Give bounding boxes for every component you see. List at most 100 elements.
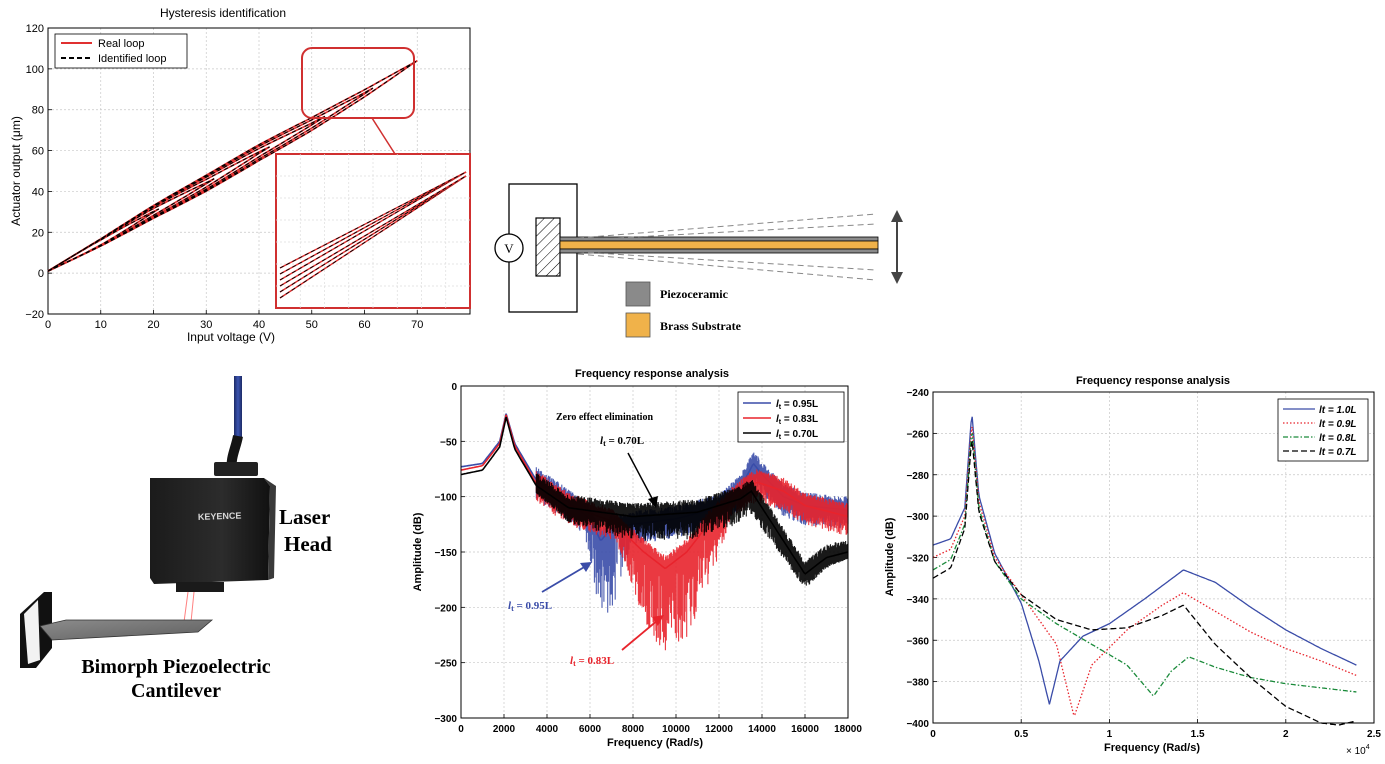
freq2-legend-10: lt = 1.0L — [1319, 405, 1357, 416]
freq2-xtick-label: 0.5 — [1014, 729, 1028, 740]
vibration-arrow-icon — [891, 210, 903, 284]
hyst-xtick-label: 60 — [358, 319, 370, 331]
hyst-ytick-label: 80 — [32, 105, 44, 117]
freq2-ytick-label: −320 — [906, 554, 929, 565]
freq1-ytick-label: −300 — [434, 714, 457, 725]
inset-identified-loop — [279, 175, 467, 293]
freq2-title: Frequency response analysis — [1076, 375, 1230, 387]
freq2-plot-frame — [932, 391, 1375, 724]
freq1-xtick-label: 6000 — [579, 724, 602, 735]
beam-brass — [559, 240, 879, 250]
hyst-xtick-label: 50 — [306, 319, 318, 331]
voltage-symbol: V — [504, 241, 514, 256]
freq1-ytick-label: −150 — [434, 548, 457, 559]
voltage-source-icon — [494, 233, 524, 263]
freq2-xlabel: Frequency (Rad/s) — [1104, 742, 1200, 754]
annotation-083-arrow — [621, 619, 659, 651]
legend-identified-loop: Identified loop — [98, 53, 167, 65]
inset-real-loop — [279, 171, 467, 269]
freq1-legend-095: lt = 0.95L — [776, 399, 818, 411]
freq2-ytick-label: −260 — [906, 429, 929, 440]
legend-brass-substrate: Brass Substrate — [660, 319, 742, 333]
freq2-series-line — [932, 433, 1357, 697]
freq2-series — [932, 416, 1357, 726]
freq1-xtick-label: 10000 — [662, 724, 690, 735]
freq1-plot-frame — [460, 385, 849, 719]
hyst-ytick-label: −20 — [25, 309, 44, 321]
freq-response-chart-2: Frequency response analysis 0 0.5 1 1.5 2 2.5… — [884, 375, 1381, 757]
cantilever-label-line2: Cantilever — [131, 680, 221, 702]
laser-label-line1: Laser — [279, 505, 330, 529]
freq2-series-line — [932, 416, 1357, 705]
freq2-xtick-label: 1.5 — [1191, 729, 1205, 740]
laser-beams — [183, 591, 195, 623]
hysteresis-series — [47, 59, 418, 272]
freq2-x-ticks: 0 0.5 1 1.5 2 2.5 — [930, 729, 1381, 740]
hyst-ytick-label: 120 — [26, 23, 44, 35]
freq1-ytick-label: −50 — [440, 437, 457, 448]
zoom-inset — [275, 153, 471, 309]
freq2-ytick-label: −280 — [906, 471, 929, 482]
beam-piezoceramic-bottom — [559, 248, 879, 254]
freq1-x-ticks: 0 2000 4000 6000 8000 10000 12000 14000 16000 180… — [458, 724, 862, 735]
hysteresis-title: Hysteresis identification — [160, 6, 286, 20]
freq2-y-ticks: −240 −260 −280 −300 −320 −340 −360 −380 −400 — [906, 388, 929, 730]
hyst-ytick-label: 40 — [32, 186, 44, 198]
legend-real-loop: Real loop — [98, 38, 144, 50]
hyst-xtick-label: 70 — [411, 319, 423, 331]
annotation-095: lt = 0.95L — [508, 600, 552, 613]
freq1-y-ticks: 0 −50 −100 −150 −200 −250 −300 — [434, 382, 457, 725]
legend-piezoceramic: Piezoceramic — [660, 287, 729, 301]
freq1-annotations: Zero effect elimination lt = 0.70L lt = … — [508, 412, 664, 668]
freq1-ytick-label: −200 — [434, 603, 457, 614]
hysteresis-y-ticks: −20 0 20 40 60 80 100 120 — [25, 23, 44, 321]
zoom-inset-loops — [279, 171, 467, 299]
freq2-xtick-label: 1 — [1107, 729, 1113, 740]
laser-cable-blue — [234, 376, 242, 440]
freq1-ytick-label: −100 — [434, 493, 457, 504]
freq2-ytick-label: −300 — [906, 512, 929, 523]
hysteresis-chart: Hysteresis identification 0 10 20 30 40 50 60 7… — [9, 6, 471, 344]
real-loop-line — [47, 177, 215, 272]
freq2-ytick-label: −380 — [906, 678, 929, 689]
freq2-xtick-label: 0 — [930, 729, 936, 740]
hyst-xtick-label: 20 — [147, 319, 159, 331]
laser-head-foot — [176, 582, 224, 592]
cantilever-schematic: V Piezoceramic Brass Substrate — [494, 183, 903, 338]
real-loop-line — [47, 208, 160, 272]
freq2-legend: lt = 1.0L lt = 0.9L lt = 0.8L lt = 0.7L — [1277, 398, 1369, 462]
hysteresis-ylabel: Actuator output (μm) — [9, 116, 23, 226]
freq2-series-line — [932, 441, 1357, 726]
hysteresis-legend: Real loop Identified loop — [54, 33, 188, 69]
cantilever-plate — [39, 619, 214, 641]
freq1-legend: lt = 0.95L lt = 0.83L lt = 0.70L — [737, 391, 845, 443]
inset-identified-loop — [279, 171, 467, 275]
hyst-ytick-label: 20 — [32, 227, 44, 239]
freq1-title: Frequency response analysis — [575, 368, 729, 380]
inset-identified-loop — [279, 171, 467, 281]
freq1-xtick-label: 16000 — [791, 724, 819, 735]
zoom-connector — [371, 117, 396, 155]
freq1-xtick-label: 4000 — [536, 724, 559, 735]
freq1-xtick-label: 8000 — [622, 724, 645, 735]
laser-head-side — [264, 478, 276, 580]
cantilever-label-line1: Bimorph Piezoelectric — [81, 656, 270, 678]
hysteresis-grid — [47, 27, 470, 315]
annotation-083: lt = 0.83L — [570, 655, 614, 668]
clamp-block — [535, 217, 561, 277]
inset-identified-loop — [279, 175, 467, 287]
freq2-xtick-label: 2.5 — [1367, 729, 1381, 740]
beam-piezoceramic-top — [559, 236, 879, 242]
freq2-legend-09: lt = 0.9L — [1319, 419, 1357, 430]
freq1-series-noise — [535, 473, 849, 586]
freq1-ylabel: Amplitude (dB) — [412, 512, 424, 591]
freq2-legend-08: lt = 0.8L — [1319, 433, 1357, 444]
freq2-ytick-label: −240 — [906, 388, 929, 399]
annotation-095-arrow — [541, 565, 587, 593]
hyst-xtick-label: 40 — [253, 319, 265, 331]
freq1-legend-083: lt = 0.83L — [776, 414, 818, 426]
experimental-setup-photo: KEYENCE Laser Head Bimorph Piezoelectric… — [20, 376, 332, 702]
freq2-legend-07: lt = 0.7L — [1319, 447, 1357, 458]
freq1-xtick-label: 18000 — [834, 724, 862, 735]
